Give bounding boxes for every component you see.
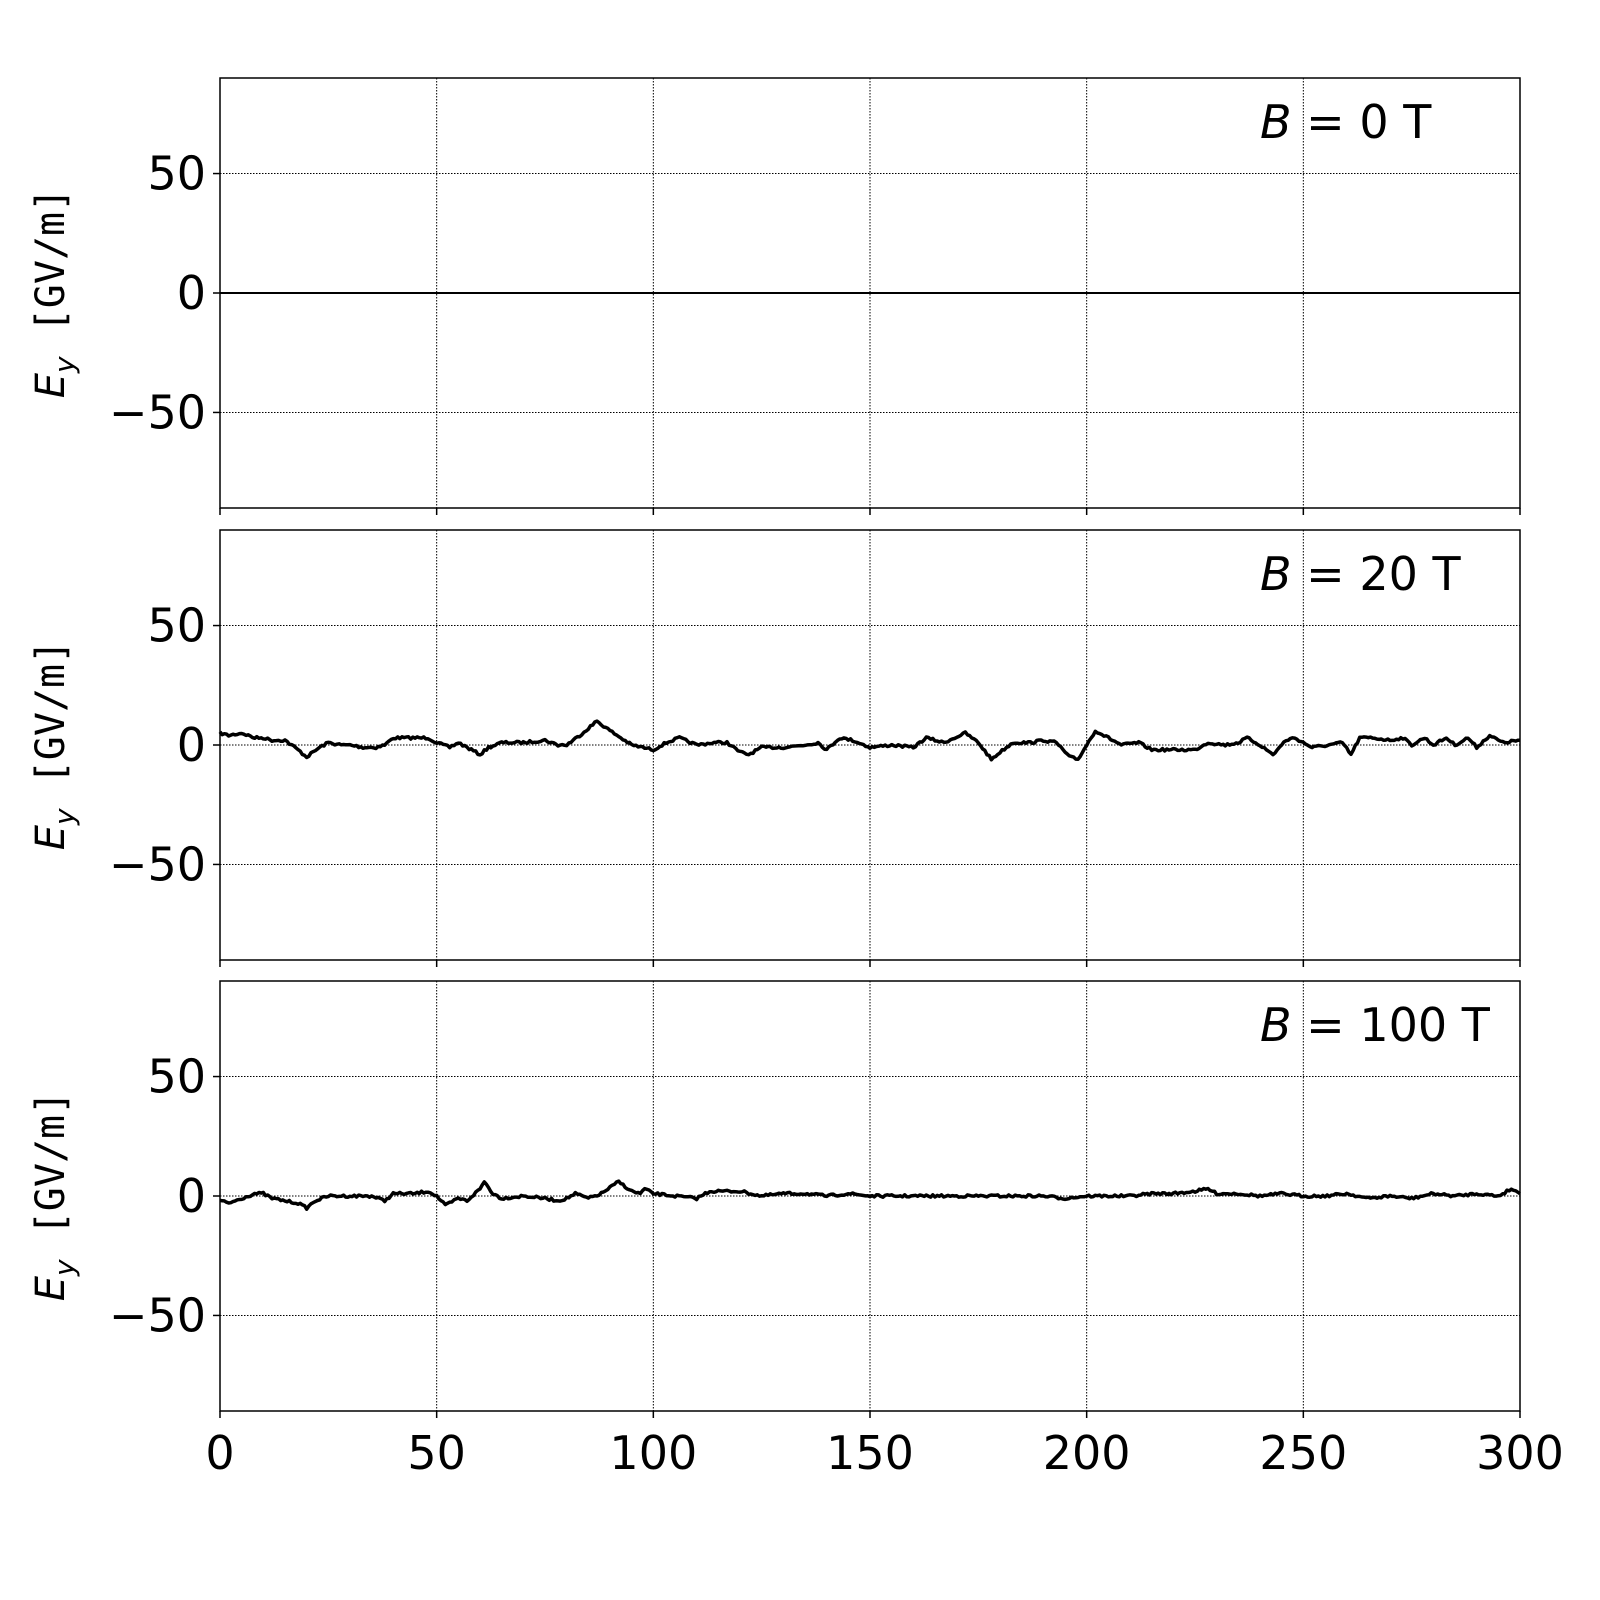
- y-label-subscript: y: [48, 1259, 81, 1277]
- y-label-unit: [GV/m]: [28, 640, 74, 809]
- y-tick-label: 50: [147, 147, 206, 201]
- annotation-variable: B: [1260, 547, 1292, 601]
- y-tick-label: −50: [109, 385, 206, 439]
- annotation-variable: B: [1260, 95, 1292, 149]
- x-tick-label: 150: [826, 1426, 914, 1480]
- x-tick-label: 200: [1043, 1426, 1131, 1480]
- y-tick-label: 0: [177, 718, 206, 772]
- y-tick-label: −50: [109, 1288, 206, 1342]
- annotation-variable: B: [1260, 998, 1292, 1052]
- panel-3: 50 0 −50 B = 100 T Ey [GV/m] 0 50 100 150 200 250 3…: [28, 980, 1564, 1480]
- y-tick-label: 0: [177, 1169, 206, 1223]
- y-tick-label: −50: [109, 837, 206, 891]
- x-tick-label: 0: [205, 1426, 234, 1480]
- axes-frame: [219, 980, 1521, 1412]
- x-tick-label: 100: [609, 1426, 697, 1480]
- field-annotation: B = 100 T: [1260, 998, 1491, 1052]
- annotation-value: = 100 T: [1292, 998, 1491, 1052]
- field-annotation: B = 0 T: [1260, 95, 1432, 149]
- y-axis-label: Ey [GV/m]: [28, 1091, 81, 1301]
- y-label-subscript: y: [48, 808, 81, 826]
- y-label-variable: E: [28, 824, 74, 850]
- x-tick-label: 300: [1476, 1426, 1564, 1480]
- x-tick-label: 250: [1259, 1426, 1347, 1480]
- y-tick-label: 50: [147, 1050, 206, 1104]
- y-label-subscript: y: [48, 356, 81, 374]
- field-annotation: B = 20 T: [1260, 547, 1462, 601]
- annotation-value: = 0 T: [1292, 95, 1433, 149]
- y-label-variable: E: [28, 1275, 74, 1301]
- data-series-line: [218, 719, 1521, 762]
- y-label-unit: [GV/m]: [28, 188, 74, 357]
- axes-frame: [219, 77, 1521, 509]
- y-tick-label: 50: [147, 599, 206, 653]
- y-axis-label: Ey [GV/m]: [28, 640, 81, 850]
- y-label-variable: E: [28, 372, 74, 398]
- data-series-line: [219, 1179, 1521, 1211]
- y-axis-label: Ey [GV/m]: [28, 188, 81, 398]
- panel-1: 50 0 −50 B = 0 T Ey [GV/m]: [28, 77, 1521, 515]
- x-tick-label: 50: [407, 1426, 466, 1480]
- axes-frame: [219, 529, 1521, 961]
- panel-2: 50 0 −50 B = 20 T Ey [GV/m]: [28, 529, 1521, 967]
- annotation-value: = 20 T: [1292, 547, 1462, 601]
- y-tick-label: 0: [177, 266, 206, 320]
- y-label-unit: [GV/m]: [28, 1091, 74, 1260]
